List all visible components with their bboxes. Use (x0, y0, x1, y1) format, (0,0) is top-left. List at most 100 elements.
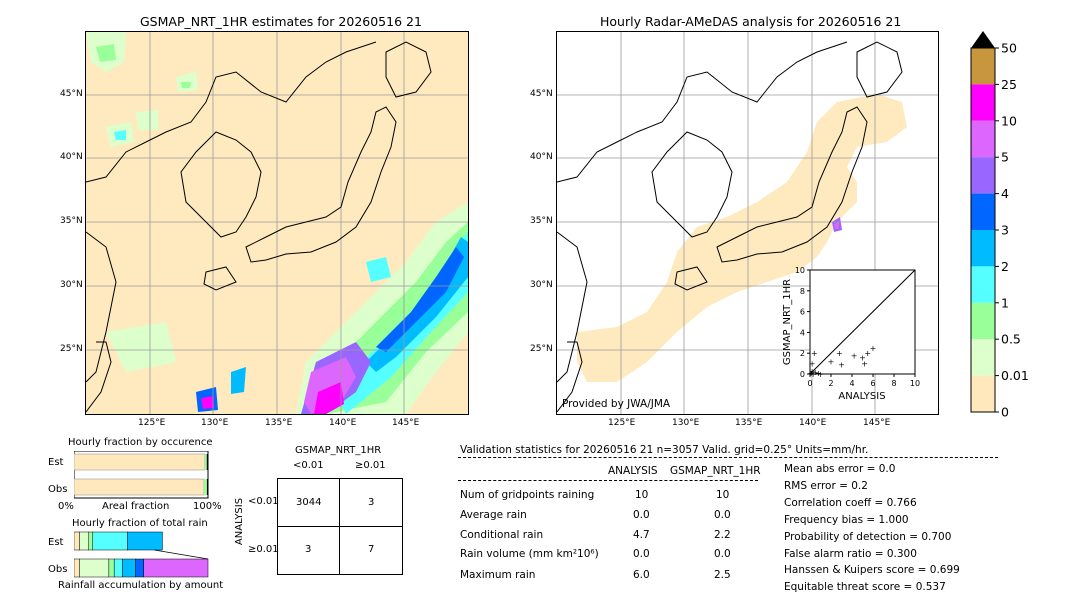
val-row-analysis: 0.0 (633, 509, 650, 521)
totalrain-bar-segment (108, 558, 115, 578)
validation-header-rule (458, 457, 998, 458)
scatter-xtick: 10 (910, 379, 920, 388)
left-rain-patches (86, 32, 468, 414)
totalrain-bar-segment (79, 531, 89, 551)
contingency-cell-10: 3 (305, 544, 312, 555)
scatter-xtick: 8 (891, 379, 896, 388)
left-lon-130: 130°E (201, 418, 229, 428)
scatter-ylabel: GSMAP_NRT_1HR (782, 279, 793, 365)
right-lat-25: 25°N (530, 344, 553, 354)
colorbar-tick: 4 (1001, 186, 1009, 201)
occurrence-bar-segment (74, 453, 205, 471)
right-lon-140: 140°E (799, 418, 827, 428)
contingency-row-ge: ≥0.01 (248, 544, 279, 555)
val-row-label: Maximum rain (460, 569, 536, 581)
score-pod: Probability of detection = 0.700 (784, 531, 952, 543)
val-row-gsmap: 0.0 (714, 548, 731, 560)
colorbar-tick: 0.5 (1001, 332, 1021, 347)
totalrain-bar-segment (88, 531, 94, 551)
totalrain-bar-segment (121, 558, 136, 578)
occurrence-obs-label: Obs (48, 484, 68, 495)
score-ets: Equitable threat score = 0.537 (784, 581, 946, 593)
occurrence-bar-segment (206, 479, 208, 495)
scatter-point: + (815, 369, 822, 378)
scatter-point: + (851, 351, 858, 360)
val-row-label: Num of gridpoints raining (460, 489, 595, 501)
totalrain-est-label: Est (48, 537, 64, 548)
val-row-analysis: 0.0 (633, 548, 650, 560)
colorbar-segment (971, 157, 995, 194)
score-far: False alarm ratio = 0.300 (784, 548, 917, 560)
totalrain-bar-segment (143, 558, 209, 578)
colorbar-segment (971, 375, 995, 412)
validation-col-analysis: ANALYSIS (608, 465, 658, 477)
val-row-gsmap: 0.0 (714, 509, 731, 521)
score-bias: Frequency bias = 1.000 (784, 514, 909, 526)
occurrence-bar-segment (206, 454, 208, 470)
colorbar-tick: 0.01 (1001, 368, 1029, 383)
scatter-xlabel: ANALYSIS (838, 391, 885, 402)
scatter-point: + (811, 349, 818, 358)
scatter-point: + (812, 368, 819, 377)
left-lon-125: 125°E (138, 418, 166, 428)
scatter-point: + (836, 349, 843, 358)
contingency-grid: 3044 3 3 7 (277, 478, 403, 575)
contingency-cell-01: 3 (368, 497, 375, 508)
right-coastlines (557, 41, 903, 413)
colorbar-segment (971, 193, 995, 230)
colorbar-tick: 0 (1001, 405, 1009, 419)
val-row-label: Rain volume (mm km²10⁶) (460, 548, 599, 560)
left-lat-40: 40°N (60, 152, 83, 162)
scatter-ytick: 8 (800, 287, 805, 296)
occurrence-bar-segment (203, 479, 207, 495)
scatter-point: + (809, 367, 816, 376)
scatter-diagonal (809, 269, 916, 375)
left-lat-30: 30°N (60, 280, 83, 290)
occurrence-est-label: Est (48, 457, 64, 468)
right-lat-35: 35°N (530, 216, 553, 226)
contingency-col-lt: <0.01 (293, 460, 324, 471)
right-lat-30: 30°N (530, 280, 553, 290)
occurrence-bars (74, 451, 209, 499)
left-lat-35: 35°N (60, 216, 83, 226)
right-lat-40: 40°N (530, 152, 553, 162)
totalrain-title: Hourly fraction of total rain (72, 518, 208, 529)
totalrain-bars (74, 531, 209, 578)
colorbar-tick: 10 (1001, 113, 1017, 128)
val-row-label: Average rain (460, 509, 527, 521)
right-map-title: Hourly Radar-AMeDAS analysis for 2026051… (600, 14, 902, 29)
colorbar-tick: 50 (1001, 41, 1017, 56)
totalrain-bar-segment (113, 558, 123, 578)
scatter-xtick: 6 (870, 379, 875, 388)
colorbar-tick: 5 (1001, 150, 1009, 165)
colorbar-segment (971, 339, 995, 376)
occurrence-xtick-right: 100% (193, 501, 222, 512)
colorbar-segment (971, 302, 995, 340)
score-mae: Mean abs error = 0.0 (784, 463, 896, 475)
validation-col-gsmap: GSMAP_NRT_1HR (670, 465, 761, 477)
left-map-grid (86, 32, 468, 414)
contingency-col-ge: ≥0.01 (355, 460, 386, 471)
colorbar-segment (971, 84, 995, 121)
contingency-row-lt: <0.01 (248, 496, 279, 507)
scatter-point: + (861, 360, 868, 369)
colorbar-segment (971, 266, 995, 303)
right-lon-135: 135°E (735, 418, 763, 428)
colorbar-tick: 2 (1001, 259, 1009, 274)
scatter-point: + (859, 353, 866, 362)
scatter-point: + (828, 358, 835, 367)
left-lat-45: 45°N (60, 89, 83, 99)
val-row-gsmap: 2.2 (714, 529, 731, 541)
right-map-svg (557, 32, 938, 414)
scatter-point: + (864, 349, 871, 358)
scatter-ytick: 0 (800, 370, 805, 379)
totalrain-obs-label: Obs (48, 564, 68, 575)
left-map (85, 31, 469, 415)
scatter-xtick: 0 (807, 379, 812, 388)
colorbar: 50 25 10 5 4 3 2 1 0.5 0.01 0 (970, 31, 1029, 419)
totalrain-bar-segment (79, 558, 110, 578)
occurrence-xlabel: Areal fraction (102, 501, 170, 512)
val-row-gsmap: 2.5 (714, 569, 731, 581)
score-rms: RMS error = 0.2 (784, 480, 868, 492)
